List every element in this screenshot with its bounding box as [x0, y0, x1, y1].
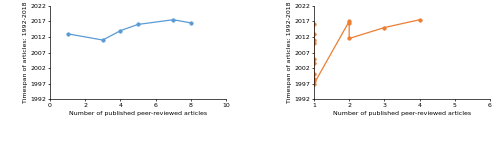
X-axis label: Number of published peer-reviewed articles: Number of published peer-reviewed articl… — [69, 111, 207, 116]
X-axis label: Number of published peer-reviewed articles: Number of published peer-reviewed articl… — [333, 111, 471, 116]
Y-axis label: Timespan of articles: 1992-2018: Timespan of articles: 1992-2018 — [23, 2, 28, 103]
Y-axis label: Timespan of articles: 1992-2018: Timespan of articles: 1992-2018 — [287, 2, 292, 103]
